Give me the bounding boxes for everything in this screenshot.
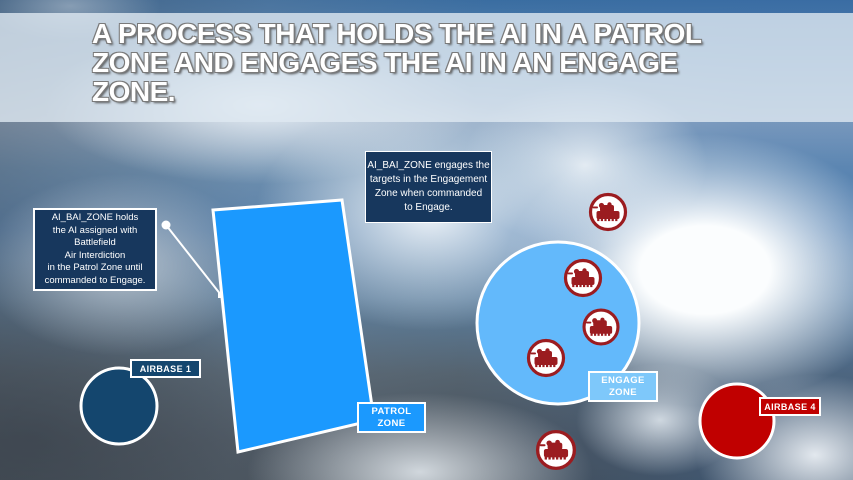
airbase-1-shape [79, 366, 159, 446]
airbase-4-label: AIRBASE 4 [759, 397, 821, 416]
tank-icon [582, 308, 620, 346]
patrol-hold-callout-box: AI_BAI_ZONE holds the AI assigned with B… [33, 208, 157, 291]
tank-icon [535, 429, 577, 471]
tank-icon [526, 338, 566, 378]
airbase-4-shape [698, 382, 776, 460]
title-banner: A PROCESS THAT HOLDS THE AI IN A PATROL … [0, 13, 853, 122]
connector-dot [161, 220, 171, 230]
patrol-zone-shape [211, 198, 376, 454]
engage-zone-label: ENGAGE ZONE [588, 371, 658, 402]
airbase-1-label: AIRBASE 1 [130, 359, 201, 378]
tank-icon [588, 192, 628, 232]
slide-title: A PROCESS THAT HOLDS THE AI IN A PATROL … [92, 18, 702, 107]
patrol-zone-label: PATROL ZONE [357, 402, 426, 433]
engage-targets-callout-box: AI_BAI_ZONE engages the targets in the E… [365, 151, 492, 223]
tank-icon [563, 258, 603, 298]
